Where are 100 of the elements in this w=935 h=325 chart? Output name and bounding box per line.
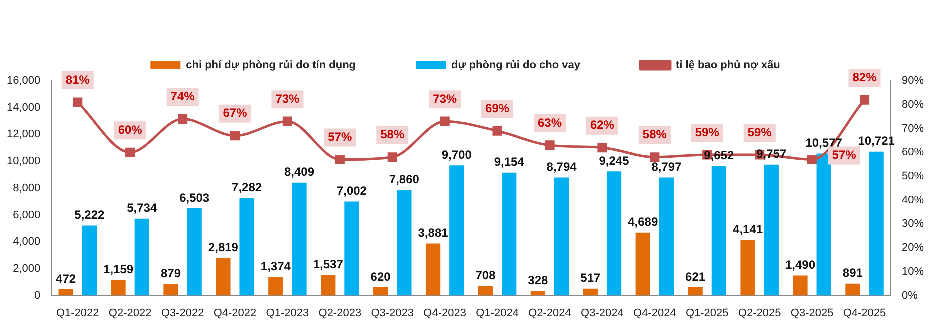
y-tick-label: 2,000 <box>13 262 41 275</box>
bar <box>82 226 97 296</box>
x-tick-label: Q2-2022 <box>108 307 152 320</box>
data-label: 1,537 <box>313 257 344 272</box>
data-label: 74% <box>170 90 196 104</box>
bar <box>374 287 388 296</box>
point <box>126 148 136 158</box>
bar <box>187 208 202 296</box>
bar <box>344 202 360 296</box>
x-tick-label: Q4-2022 <box>214 307 257 320</box>
bar <box>134 218 150 296</box>
bar <box>583 288 598 296</box>
bar <box>688 287 703 296</box>
data-label: 620 <box>370 270 392 284</box>
data-label: 8,797 <box>652 160 682 174</box>
data-label: 1,490 <box>785 258 816 272</box>
y2-tick-label: 0% <box>902 290 918 302</box>
data-label: 6,503 <box>180 190 210 205</box>
data-label: 9,245 <box>599 154 630 168</box>
point <box>73 98 83 108</box>
bar <box>740 240 756 296</box>
bar <box>846 284 860 296</box>
data-label: 5,734 <box>127 201 158 216</box>
x-tick-label: Q1-2024 <box>476 307 519 320</box>
data-label: 891 <box>842 266 864 280</box>
legend-label: chi phí dự phòng rủi do tín dụng <box>186 60 356 72</box>
data-label: 58% <box>642 128 668 142</box>
x-tick-label: Q3-2022 <box>161 307 204 320</box>
y-tick-label: 6,000 <box>13 209 41 222</box>
data-label: 328 <box>528 274 549 288</box>
data-label: 621 <box>686 270 706 284</box>
y-tick-label: 8,000 <box>13 182 41 194</box>
y2-tick-label: 10% <box>902 266 924 278</box>
data-label: 81% <box>66 72 90 87</box>
x-tick-label: Q4-2024 <box>634 307 676 320</box>
point <box>335 154 345 165</box>
bar <box>292 182 307 296</box>
bar <box>606 172 622 296</box>
y-tick-label: 16,000 <box>6 75 41 88</box>
data-label: 1,159 <box>104 262 134 277</box>
y-tick-label: 10,000 <box>6 156 41 168</box>
bar <box>111 280 126 296</box>
bar <box>321 275 336 296</box>
point <box>598 143 608 153</box>
x-tick-label: Q2-2024 <box>528 307 572 320</box>
bar <box>764 164 779 296</box>
point <box>492 126 502 136</box>
data-label: 8,794 <box>546 160 578 174</box>
data-label: 517 <box>580 271 601 286</box>
point <box>230 131 240 141</box>
data-label: 60% <box>118 122 143 137</box>
y2-tick-label: 80% <box>902 98 924 111</box>
y2-tick-label: 40% <box>902 194 924 206</box>
y-tick-label: 14,000 <box>6 102 41 114</box>
bar <box>426 244 441 296</box>
y2-tick-label: 50% <box>902 170 924 182</box>
bar <box>659 178 674 296</box>
x-tick-label: Q3-2023 <box>371 307 414 320</box>
point <box>545 140 555 150</box>
data-label: 7,282 <box>232 180 262 194</box>
y-tick-label: 0 <box>34 290 41 302</box>
y2-tick-label: 30% <box>902 218 924 230</box>
point <box>388 152 398 162</box>
bar <box>869 152 884 296</box>
data-label: 4,689 <box>628 215 658 230</box>
data-label: 73% <box>433 92 458 106</box>
legend-label: dự phòng rủi do cho vay <box>452 60 582 72</box>
data-label: 9,700 <box>442 148 472 162</box>
bar <box>816 154 832 296</box>
data-label: 57% <box>832 148 857 162</box>
bar <box>793 276 808 296</box>
data-label: 73% <box>276 92 300 106</box>
data-label: 63% <box>538 116 562 130</box>
bar <box>450 166 464 296</box>
data-label: 472 <box>56 272 76 286</box>
data-label: 879 <box>160 266 182 280</box>
point <box>178 114 188 124</box>
y2-tick-label: 90% <box>902 75 924 88</box>
point <box>282 116 292 126</box>
bar <box>164 284 178 296</box>
y2-tick-label: 70% <box>902 122 924 135</box>
data-label: 67% <box>223 106 248 120</box>
bar <box>478 286 494 296</box>
y2-tick-label: 60% <box>902 146 924 159</box>
bar <box>712 166 726 296</box>
y2-tick-label: 20% <box>902 242 924 254</box>
x-tick-label: Q3-2024 <box>581 307 624 320</box>
data-label: 708 <box>476 268 496 283</box>
data-label: 4,141 <box>733 222 764 237</box>
y-tick-label: 12,000 <box>6 128 41 141</box>
y-tick-label: 4,000 <box>13 236 41 248</box>
point <box>440 116 450 126</box>
data-label: 3,881 <box>418 226 449 240</box>
bar <box>216 258 231 296</box>
data-label: 7,002 <box>336 184 368 198</box>
data-label: 8,409 <box>284 165 315 180</box>
x-tick-label: Q2-2023 <box>318 307 362 320</box>
data-label: 59% <box>695 125 720 140</box>
bar <box>554 178 570 296</box>
point <box>808 154 818 165</box>
